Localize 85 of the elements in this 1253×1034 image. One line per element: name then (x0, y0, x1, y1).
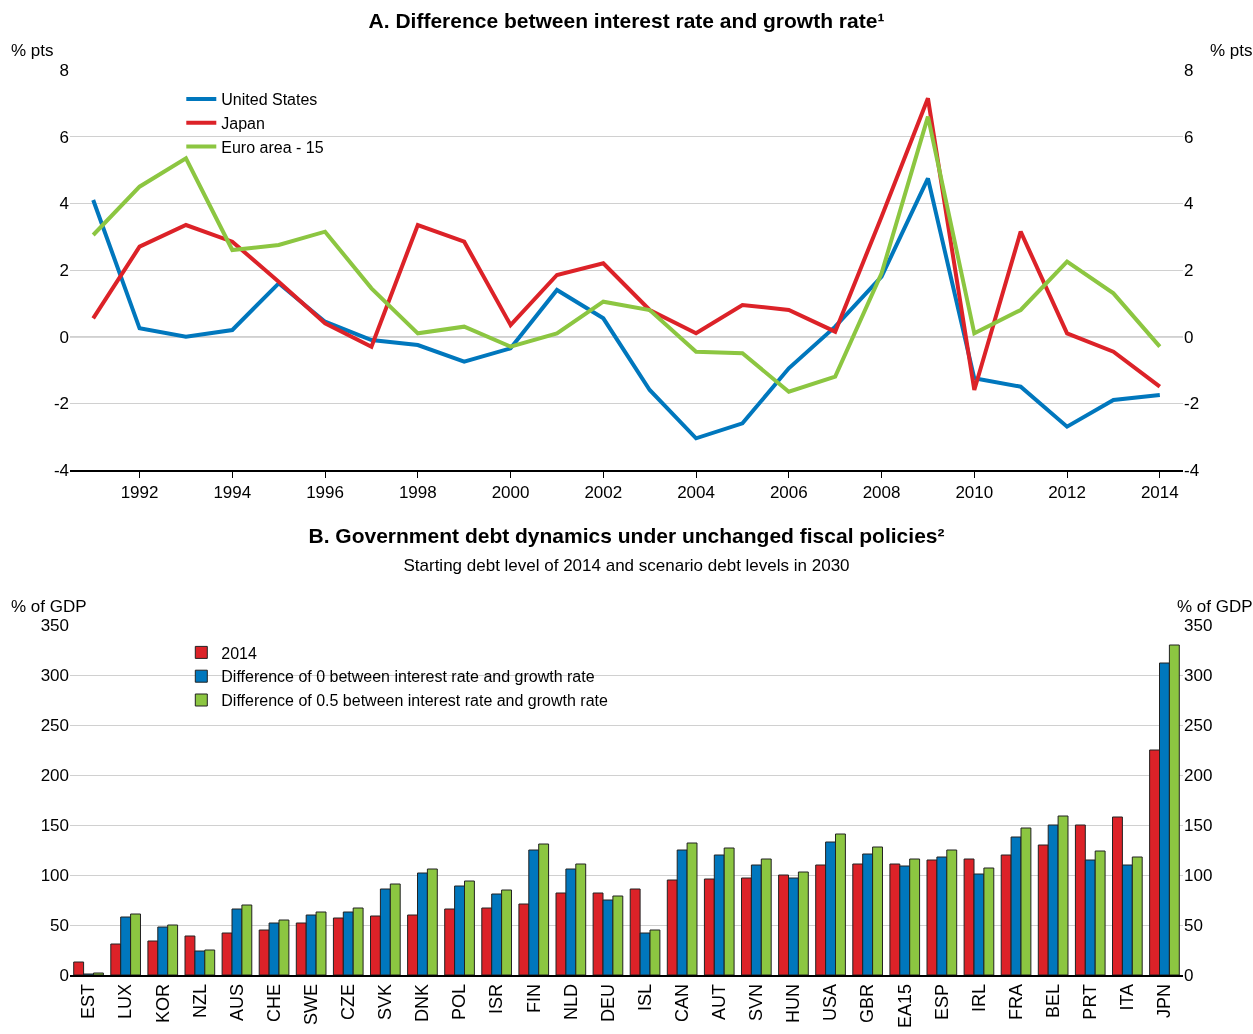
x-tick-label: ESP (931, 983, 952, 1020)
y-tick-label: 250 (40, 715, 69, 735)
x-tick-label: 2002 (584, 483, 623, 503)
y2-tick-label: 250 (1184, 715, 1213, 735)
x-tick-label: NLD (560, 983, 581, 1020)
x-tick-label: EST (78, 983, 99, 1019)
x-tick-label: 1996 (306, 483, 344, 503)
y2-axis-title: % pts (1210, 41, 1253, 60)
y-tick-label: 200 (40, 765, 69, 785)
y2-tick-label: 6 (1184, 127, 1194, 147)
y-tick-label: 0 (59, 327, 69, 347)
x-tick-label: ISL (634, 983, 655, 1011)
x-tick-label: FRA (1005, 983, 1026, 1020)
x-tick-label: AUT (709, 983, 730, 1020)
x-tick-label: DNK (412, 983, 433, 1022)
x-tick-label: 1994 (213, 483, 252, 503)
x-tick-label: EA15 (894, 983, 915, 1028)
y-axis-title: % pts (11, 41, 54, 60)
x-tick-label: CAN (672, 983, 692, 1022)
x-tick-label: FIN (523, 983, 544, 1013)
y-tick-label: -2 (53, 394, 69, 414)
legend-label: Difference of 0.5 between interest rate and growth rate (221, 692, 608, 710)
y-axis-title: % of GDP (11, 597, 87, 616)
y2-axis-title: % of GDP (1177, 597, 1253, 616)
x-tick-label: USA (820, 983, 841, 1021)
y2-tick-label: -4 (1184, 460, 1200, 480)
legend-label: Japan (221, 114, 265, 132)
x-tick-label: POL (449, 983, 470, 1020)
x-tick-label: 2010 (955, 483, 994, 503)
x-tick-label: 1998 (398, 483, 437, 503)
y-tick-label: 6 (59, 127, 69, 147)
x-tick-label: 2004 (677, 483, 715, 503)
x-tick-label: 2000 (491, 483, 530, 503)
chart-title: A. Difference between interest rate and growth rate¹ (368, 8, 885, 32)
legend-label: Difference of 0 between interest rate and growth rate (221, 668, 595, 686)
x-tick-label: 2008 (862, 483, 901, 503)
x-tick-label: BEL (1043, 983, 1063, 1018)
y2-tick-label: 300 (1184, 665, 1213, 685)
x-tick-label: KOR (152, 983, 173, 1023)
y2-tick-label: 4 (1184, 194, 1194, 214)
x-tick-label: SVN (746, 983, 767, 1021)
chart-subtitle: Starting debt level of 2014 and scenario debt levels in 2030 (403, 555, 850, 575)
y-tick-label: 8 (59, 60, 69, 80)
x-tick-label: 2006 (769, 483, 808, 503)
legend-label: 2014 (221, 644, 257, 662)
y-tick-label: 50 (50, 915, 69, 935)
x-tick-label: DEU (597, 983, 618, 1022)
y2-tick-label: 2 (1184, 260, 1194, 280)
y2-tick-label: 50 (1184, 915, 1203, 935)
y-tick-label: 150 (40, 815, 69, 835)
y2-tick-label: 0 (1184, 965, 1194, 985)
x-tick-label: 1992 (120, 483, 159, 503)
x-tick-label: 2014 (1140, 483, 1179, 503)
x-tick-label: HUN (783, 983, 804, 1023)
x-tick-label: ITA (1117, 983, 1138, 1011)
y2-tick-label: 8 (1184, 60, 1194, 80)
y-tick-label: -4 (53, 460, 69, 480)
chart-title: B. Government debt dynamics under unchanged fiscal policies² (308, 524, 945, 548)
legend-label: United States (221, 91, 318, 109)
y2-tick-label: 100 (1184, 865, 1213, 885)
legend-label: Euro area - 15 (221, 138, 324, 156)
y2-tick-label: -2 (1184, 394, 1200, 414)
x-tick-label: CHE (263, 983, 284, 1022)
y-tick-label: 300 (40, 665, 69, 685)
x-tick-label: ISR (486, 983, 507, 1014)
y-tick-label: 0 (59, 965, 69, 985)
x-tick-label: 2012 (1048, 483, 1086, 503)
y-tick-label: 2 (59, 260, 69, 280)
x-tick-label: SWE (301, 983, 321, 1025)
x-tick-label: GBR (857, 983, 878, 1023)
x-tick-label: SVK (375, 983, 396, 1020)
x-tick-label: IRL (968, 983, 989, 1012)
x-tick-label: PRT (1080, 983, 1101, 1020)
x-tick-label: AUS (226, 983, 247, 1021)
y2-tick-label: 150 (1184, 815, 1213, 835)
x-tick-label: LUX (115, 983, 136, 1019)
x-tick-label: CZE (338, 983, 359, 1020)
y2-tick-label: 200 (1184, 765, 1213, 785)
y-tick-label: 350 (40, 615, 69, 635)
y2-tick-label: 350 (1184, 615, 1213, 635)
y2-tick-label: 0 (1184, 327, 1194, 347)
y-tick-label: 100 (40, 865, 69, 885)
y-tick-label: 4 (59, 194, 69, 214)
x-tick-label: JPN (1154, 983, 1175, 1018)
x-tick-label: NZL (189, 983, 210, 1018)
